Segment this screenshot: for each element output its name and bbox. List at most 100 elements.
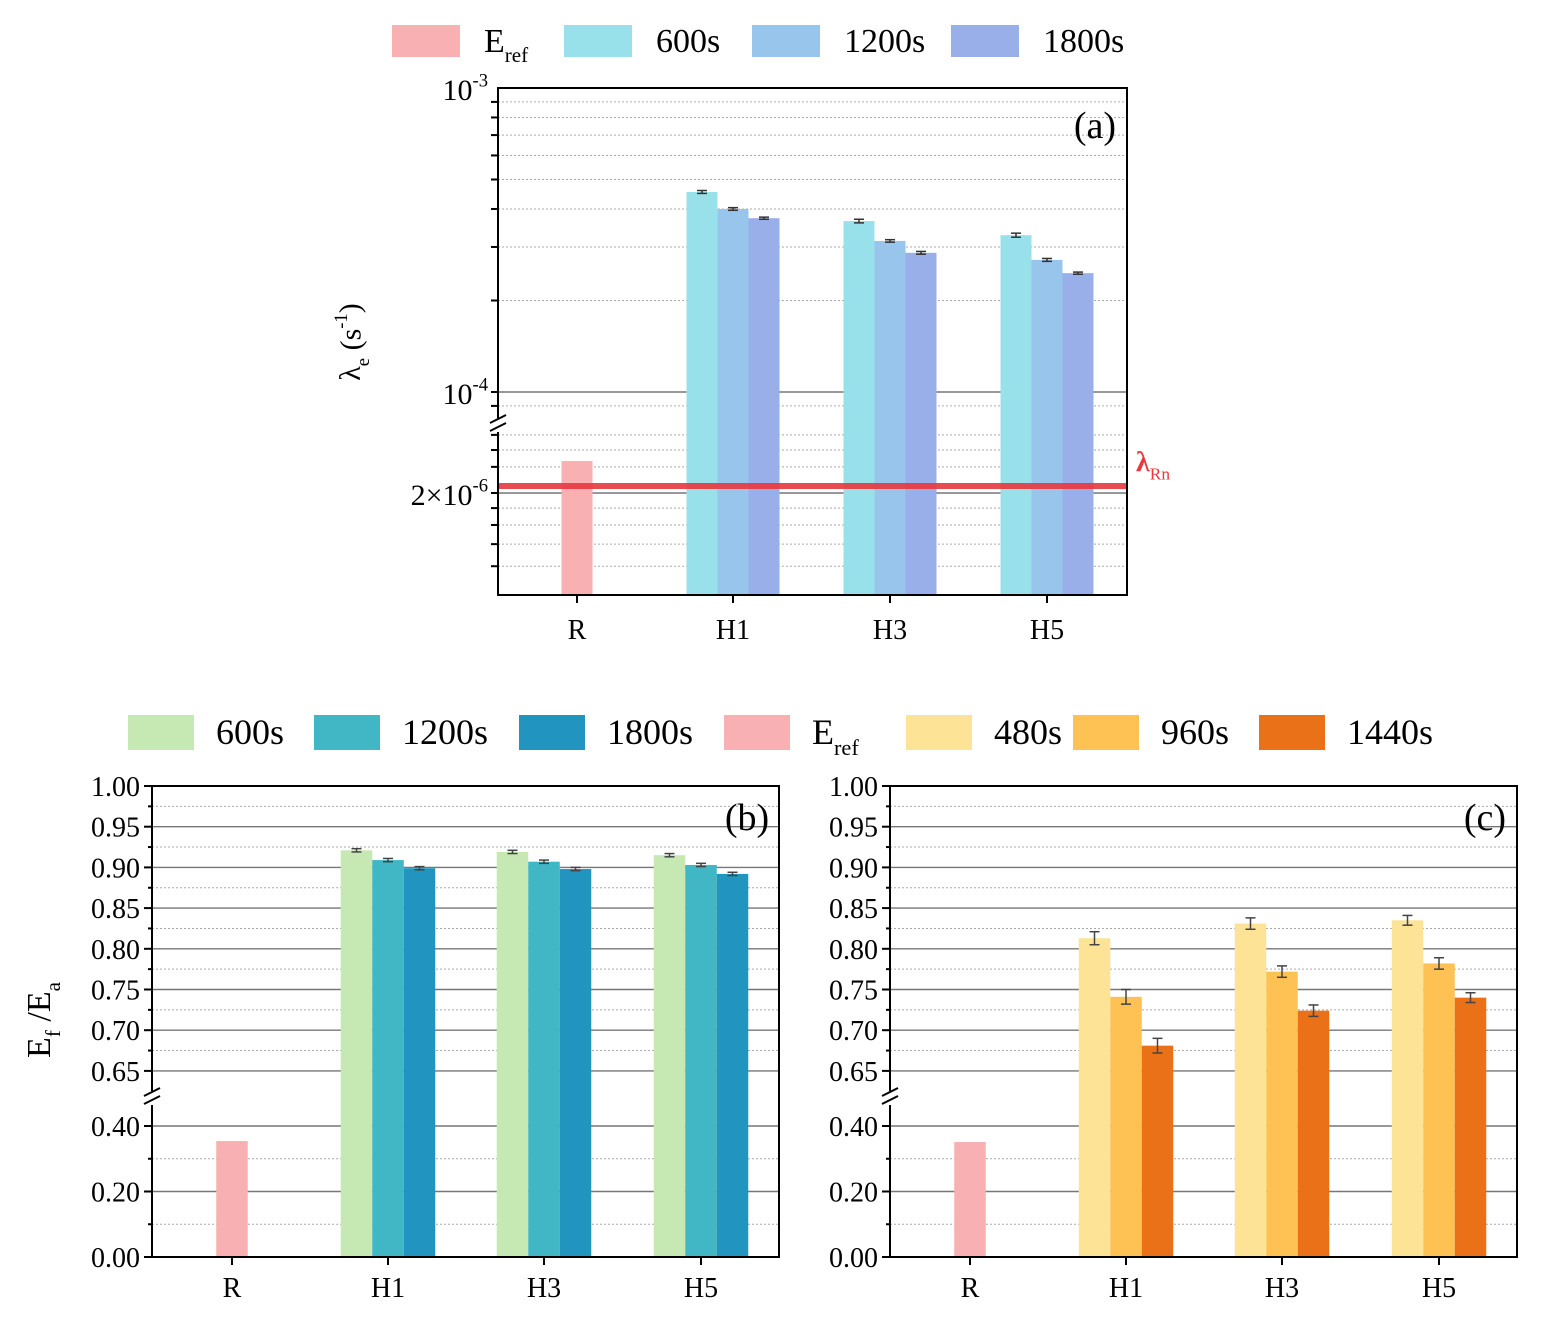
legend-label: 1800s bbox=[1043, 23, 1124, 60]
y-axis-label-b: Ef /Ea bbox=[21, 981, 65, 1058]
reference-line-label: λRn bbox=[1136, 447, 1170, 483]
y-tick-label: 0.20 bbox=[829, 1178, 878, 1209]
legend-label: Eref bbox=[484, 23, 529, 67]
axis-break-mark bbox=[881, 1095, 899, 1105]
legend-label: 600s bbox=[656, 23, 720, 60]
legend-label: Eref bbox=[812, 712, 859, 760]
bar-1800s-h1 bbox=[403, 868, 436, 1257]
y-tick-label: 0.65 bbox=[829, 1057, 878, 1088]
axis-break-mark bbox=[489, 414, 507, 424]
legend-swatch-eref bbox=[724, 715, 790, 750]
bar-1440s-h5 bbox=[1454, 997, 1487, 1257]
y-tick-label: 0.75 bbox=[91, 976, 140, 1007]
y-tick-label: 0.00 bbox=[91, 1243, 140, 1274]
legend-swatch-1200s bbox=[752, 25, 820, 57]
legend-swatch-480s bbox=[906, 715, 972, 750]
y-tick-label: 1.00 bbox=[91, 772, 140, 803]
y-tick-label: 0.95 bbox=[829, 813, 878, 844]
bar-1200s-h5 bbox=[685, 864, 717, 1257]
bar-600s-h3 bbox=[496, 851, 529, 1257]
y-tick-label: 0.85 bbox=[829, 894, 878, 925]
panel-label: (c) bbox=[1464, 797, 1506, 839]
bar-1200s-h3 bbox=[874, 240, 906, 595]
y-tick-label: 0.80 bbox=[829, 935, 878, 966]
bar-eref-r bbox=[561, 461, 593, 595]
y-tick-label: 0.20 bbox=[91, 1178, 140, 1209]
y-tick-label: 0.65 bbox=[91, 1057, 140, 1088]
axis-break-mark bbox=[881, 1087, 899, 1097]
y-tick-label: 2×10-6 bbox=[411, 476, 488, 513]
y-tick-label: 0.75 bbox=[829, 976, 878, 1007]
bar-1440s-h3 bbox=[1297, 1010, 1330, 1257]
panel-label-a: (a) bbox=[1074, 105, 1116, 147]
bar-600s-h1 bbox=[686, 191, 718, 595]
bar-1440s-h1 bbox=[1141, 1045, 1174, 1257]
bar-1800s-h3 bbox=[559, 869, 592, 1257]
bar-600s-h5 bbox=[1000, 235, 1032, 595]
x-tick-label: H3 bbox=[1265, 1273, 1299, 1304]
bar-960s-h5 bbox=[1423, 963, 1455, 1257]
x-tick-label: H5 bbox=[684, 1273, 718, 1304]
bar-1200s-h3 bbox=[528, 861, 560, 1257]
axis-break-mark bbox=[143, 1087, 161, 1097]
y-tick-label: 0.90 bbox=[829, 853, 878, 884]
x-tick-label: H3 bbox=[873, 615, 907, 646]
bar-480s-h3 bbox=[1234, 923, 1267, 1257]
x-tick-label: H5 bbox=[1422, 1273, 1456, 1304]
axis-break-mark bbox=[489, 422, 507, 432]
y-tick-label: 0.40 bbox=[829, 1112, 878, 1143]
y-axis-label-a: λe (s-1) bbox=[331, 303, 374, 380]
y-tick-label: 0.40 bbox=[91, 1112, 140, 1143]
plot-frame-a bbox=[497, 87, 1128, 596]
y-tick-label: 0.00 bbox=[829, 1243, 878, 1274]
x-tick-label: H1 bbox=[371, 1273, 405, 1304]
legend-swatch-960s bbox=[1073, 715, 1139, 750]
y-tick-label: 0.85 bbox=[91, 894, 140, 925]
bar-1800s-h3 bbox=[905, 252, 937, 596]
y-tick-label: 10-4 bbox=[443, 375, 489, 412]
legend-swatch-1800s bbox=[951, 25, 1019, 57]
bar-eref-r bbox=[216, 1141, 248, 1257]
y-tick-label: 10-3 bbox=[443, 71, 489, 108]
legend-swatch-1800s bbox=[519, 715, 585, 750]
bar-1800s-h5 bbox=[716, 873, 749, 1257]
y-tick-label: 0.95 bbox=[91, 813, 140, 844]
x-tick-label: R bbox=[961, 1273, 980, 1304]
plot-frame bbox=[889, 785, 1518, 1258]
y-tick-label: 0.90 bbox=[91, 853, 140, 884]
legend-label: 1440s bbox=[1347, 712, 1433, 752]
legend-swatch-eref bbox=[392, 25, 460, 57]
axis-break-mark bbox=[143, 1095, 161, 1105]
y-tick-label: 0.70 bbox=[829, 1016, 878, 1047]
x-tick-label: H3 bbox=[527, 1273, 561, 1304]
bar-600s-h3 bbox=[843, 221, 875, 595]
legend-label: 1200s bbox=[844, 23, 925, 60]
plot-frame bbox=[151, 785, 780, 1258]
x-tick-label: H5 bbox=[1030, 615, 1064, 646]
x-tick-label: R bbox=[223, 1273, 242, 1304]
legend-label: 480s bbox=[994, 712, 1062, 752]
bar-600s-h5 bbox=[653, 855, 686, 1257]
bar-1800s-h1 bbox=[748, 218, 780, 596]
legend-swatch-1440s bbox=[1259, 715, 1325, 750]
y-tick-label: 0.80 bbox=[91, 935, 140, 966]
bar-480s-h1 bbox=[1078, 938, 1111, 1257]
legend-label: 1200s bbox=[402, 712, 488, 752]
legend-swatch-600s bbox=[564, 25, 632, 57]
bar-1200s-h1 bbox=[372, 860, 404, 1257]
bar-1800s-h5 bbox=[1062, 273, 1094, 595]
x-tick-label: H1 bbox=[716, 615, 750, 646]
y-tick-label: 1.00 bbox=[829, 772, 878, 803]
legend-label: 960s bbox=[1161, 712, 1229, 752]
legend-label: 1800s bbox=[607, 712, 693, 752]
legend-label: 600s bbox=[216, 712, 284, 752]
bar-1200s-h1 bbox=[717, 208, 749, 596]
bar-600s-h1 bbox=[340, 850, 373, 1257]
legend-swatch-1200s bbox=[314, 715, 380, 750]
x-tick-label: H1 bbox=[1109, 1273, 1143, 1304]
bar-960s-h3 bbox=[1266, 971, 1298, 1257]
y-tick-label: 0.70 bbox=[91, 1016, 140, 1047]
bar-960s-h1 bbox=[1110, 996, 1142, 1257]
bar-eref-r bbox=[954, 1142, 986, 1257]
